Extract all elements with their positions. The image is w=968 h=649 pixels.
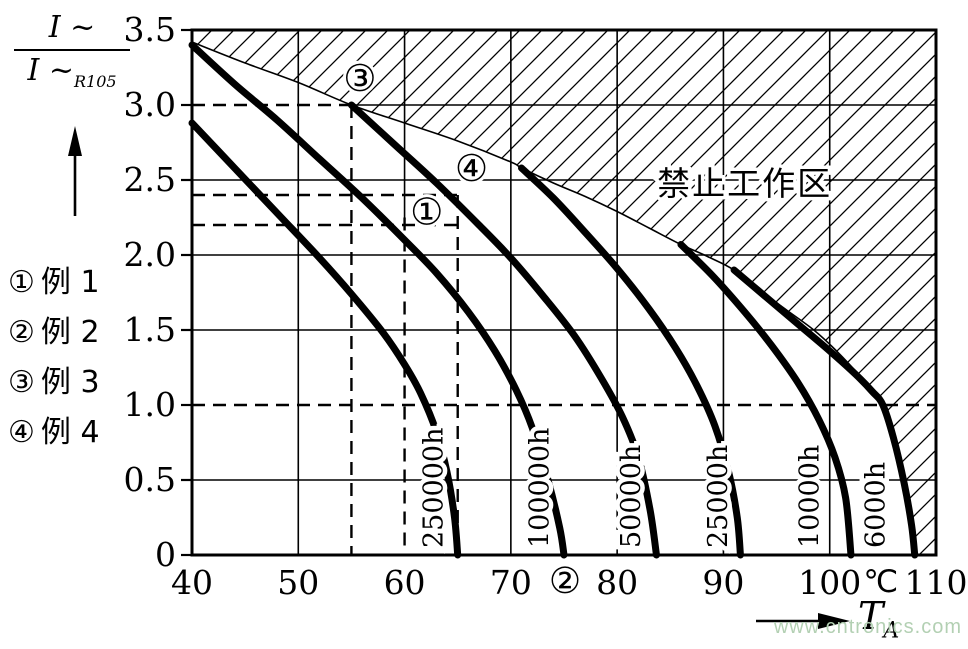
legend-label-2: 例 2 [40, 315, 100, 350]
legend-symbol-1: ① [8, 265, 35, 300]
forbidden-zone-area [192, 30, 936, 555]
x-tick-label-50: 50 [277, 563, 319, 602]
x-axis-unit-label: ℃ [863, 564, 898, 600]
chart-marker-①: ① [410, 191, 443, 234]
curve-label-250000h: 250000h [418, 428, 449, 548]
x-tick-label-110: 110 [905, 563, 968, 602]
x-tick-label-60: 60 [384, 563, 426, 602]
x-axis-title-subscript: A [883, 618, 900, 644]
y-tick-label-1.0: 1.0 [124, 385, 176, 424]
curve-10000h [677, 241, 855, 559]
legend-symbol-2: ② [8, 315, 35, 350]
x-tick-label-70: 70 [490, 563, 532, 602]
legend-label-4: 例 4 [40, 415, 100, 450]
x-tick-label-40: 40 [171, 563, 213, 602]
y-axis-title-denominator: I ~R105 [14, 48, 130, 93]
curve-50000h [347, 101, 660, 559]
plot-border [190, 28, 938, 557]
curve-label-10000h: 10000h [795, 445, 826, 548]
x-tick-label-90: 90 [702, 563, 744, 602]
up-arrow-icon [68, 126, 82, 216]
curve-label-25000h: 25000h [703, 445, 734, 548]
curve-100000h [188, 41, 568, 559]
legend-symbol-4: ④ [8, 415, 35, 450]
chart-marker-③: ③ [343, 57, 376, 100]
x-tick-label-100: 100 [798, 563, 861, 602]
y-tick-label-3.0: 3.0 [124, 85, 176, 124]
y-axis-title-subscript: R105 [73, 71, 117, 91]
y-tick-label-0.5: 0.5 [124, 460, 176, 499]
forbidden-zone-label: 禁止工作区 [657, 164, 832, 203]
right-arrow-icon [756, 612, 850, 629]
curve-label-100000h: 100000h [525, 428, 556, 548]
curve-label-50000h: 50000h [616, 445, 647, 548]
curve-label-6000h: 6000h [860, 462, 891, 548]
y-axis-title-numerator: I ~ [48, 10, 96, 45]
x-tick-label-80: 80 [596, 563, 638, 602]
chart-marker-④: ④ [455, 147, 488, 190]
curve-25000h [517, 164, 744, 559]
y-tick-label-2.0: 2.0 [124, 235, 176, 274]
axis-marker-②: ② [549, 561, 581, 602]
y-tick-label-3.5: 3.5 [124, 10, 176, 49]
curve-6000h [730, 266, 919, 559]
watermark: www.cntronics.com [773, 616, 962, 638]
legend-label-1: 例 1 [40, 265, 100, 300]
y-tick-label-1.5: 1.5 [124, 310, 176, 349]
y-tick-label-2.5: 2.5 [124, 160, 176, 199]
x-axis-title-text: TA [858, 594, 900, 644]
curve-250000h [188, 119, 462, 559]
y-axis-title: I ~ I ~R105 [14, 8, 130, 92]
forbidden-zone-boundary [191, 41, 884, 406]
y-tick-label-0: 0 [155, 535, 176, 574]
legend-symbol-3: ③ [8, 365, 35, 400]
legend-label-3: 例 3 [40, 365, 100, 400]
x-axis-title: TA [756, 594, 899, 644]
